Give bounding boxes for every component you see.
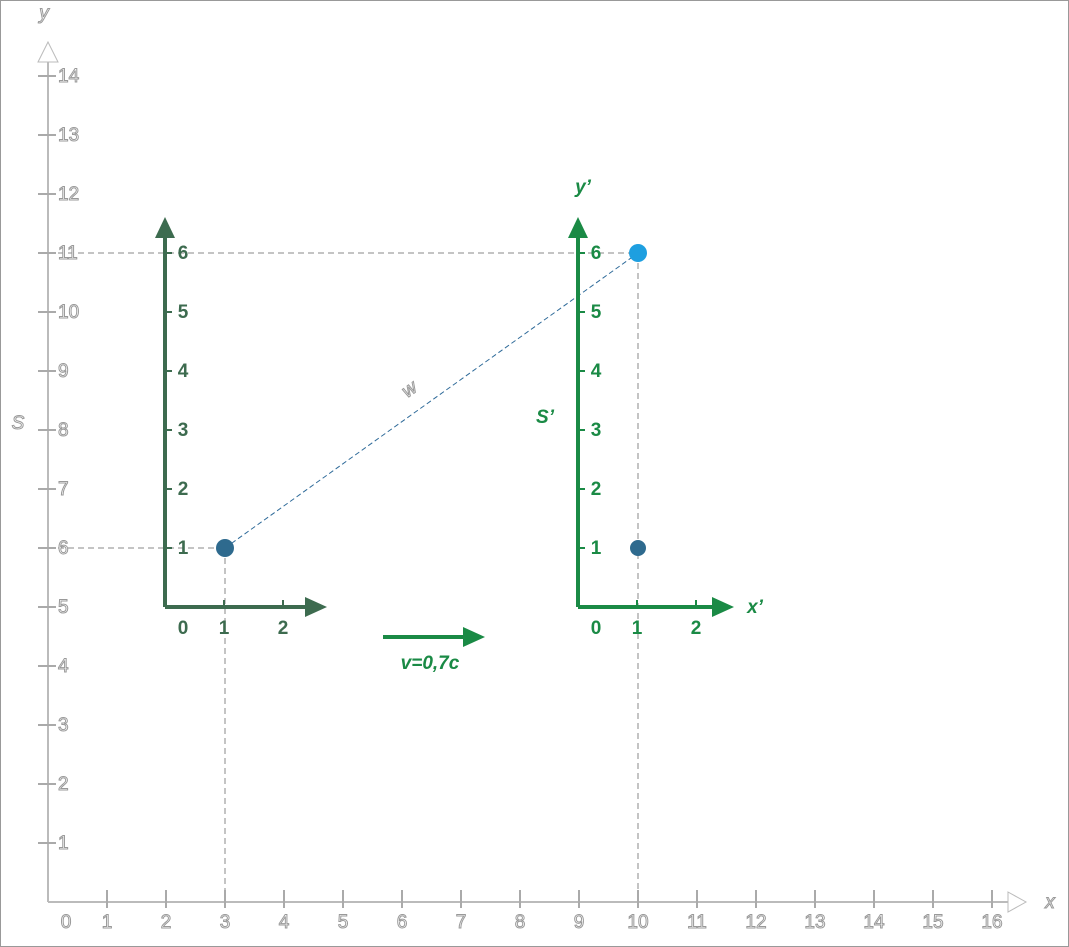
- x-tick-label: 10: [627, 912, 648, 933]
- y-tick-label: 13: [58, 125, 79, 146]
- velocity-arrowhead: [463, 627, 485, 647]
- frame-2-axes: [383, 217, 734, 647]
- s-y-arrow: [37, 40, 59, 63]
- x-tick-label: 9: [574, 912, 585, 933]
- y-tick-label: 2: [178, 479, 189, 500]
- y-tick-label: 4: [591, 361, 602, 382]
- event-point: [630, 540, 646, 556]
- y-tick-label: 4: [58, 656, 69, 677]
- s-x-label: x: [1044, 892, 1056, 913]
- y-tick-label: 3: [591, 420, 602, 441]
- y-tick-label: 2: [58, 774, 69, 795]
- x-tick-label: 1: [632, 618, 643, 639]
- y-tick-label: 3: [58, 715, 69, 736]
- y-tick-label: 3: [178, 420, 189, 441]
- velocity-label: v=0,7c: [401, 653, 460, 674]
- y-tick-label: 11: [58, 243, 78, 264]
- x-tick-label: 13: [804, 912, 825, 933]
- x-tick-label: 8: [515, 912, 526, 933]
- x-tick-label: 16: [981, 912, 1002, 933]
- y-tick-label: 1: [178, 538, 189, 559]
- frame-2-x-label: x’: [746, 597, 764, 618]
- x-tick-label: 11: [687, 912, 707, 933]
- x-tick-label: 2: [278, 618, 289, 639]
- y-tick-label: 6: [591, 243, 602, 264]
- x-tick-label: 14: [863, 912, 885, 933]
- y-tick-label: 7: [58, 479, 69, 500]
- x-tick-label: 6: [397, 912, 408, 933]
- y-tick-label: 14: [58, 66, 80, 87]
- x-tick-label: 3: [220, 912, 231, 933]
- y-tick-label: 5: [178, 302, 189, 323]
- x-tick-label: 1: [102, 912, 113, 933]
- x-tick-label: 7: [456, 912, 467, 933]
- frame-2-x-arrow: [712, 597, 734, 617]
- y-tick-label: 6: [58, 538, 69, 559]
- y-tick-label: 5: [58, 597, 69, 618]
- y-tick-label: 2: [591, 479, 602, 500]
- y-tick-label: 8: [58, 420, 69, 441]
- x-tick-label: 15: [922, 912, 943, 933]
- frame-2-y-label: y’: [574, 177, 592, 198]
- x-tick-label: 2: [161, 912, 172, 933]
- guides: [48, 252, 639, 902]
- y-tick-label: 6: [178, 243, 189, 264]
- frame-2-label: S’: [536, 407, 555, 428]
- x-tick-label: 1: [219, 618, 230, 639]
- y-tick-label: 10: [58, 302, 79, 323]
- event-point: [629, 244, 647, 262]
- x-tick-label: 4: [279, 912, 290, 933]
- frame-1-x-arrow: [305, 597, 327, 617]
- s-frame-label: S: [12, 413, 25, 434]
- s-x-arrow: [1007, 891, 1028, 913]
- frame-2-y-arrow: [568, 217, 588, 238]
- y-tick-label: 1: [58, 833, 69, 854]
- s-y-label: y: [37, 3, 50, 24]
- frame-1-axes: [155, 217, 327, 617]
- y-tick-label: 5: [591, 302, 602, 323]
- ticks: 0 1 2 3 4 5 6 7 8 9 10 11 12 13 14 15 161234567891011121…: [38, 66, 1003, 934]
- event-point: [216, 539, 234, 557]
- x-tick-label: 12: [745, 912, 766, 933]
- x-tick-label: 0: [178, 618, 189, 639]
- y-tick-label: 4: [178, 361, 189, 382]
- frame-1-y-arrow: [155, 217, 175, 238]
- x-tick-label: 0: [61, 912, 72, 933]
- x-tick-label: 0: [591, 618, 602, 639]
- y-tick-label: 12: [58, 184, 79, 205]
- y-tick-label: 1: [591, 538, 602, 559]
- y-tick-label: 9: [58, 361, 69, 382]
- distance-line: [224, 252, 639, 549]
- x-tick-label: 2: [691, 618, 702, 639]
- x-tick-label: 5: [338, 912, 349, 933]
